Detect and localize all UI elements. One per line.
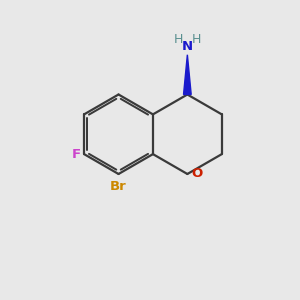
Text: O: O [191, 167, 202, 181]
Text: H: H [173, 33, 183, 46]
Polygon shape [184, 55, 191, 94]
Text: F: F [71, 148, 81, 160]
Text: N: N [182, 40, 193, 53]
Text: H: H [192, 33, 202, 46]
Text: Br: Br [110, 181, 127, 194]
